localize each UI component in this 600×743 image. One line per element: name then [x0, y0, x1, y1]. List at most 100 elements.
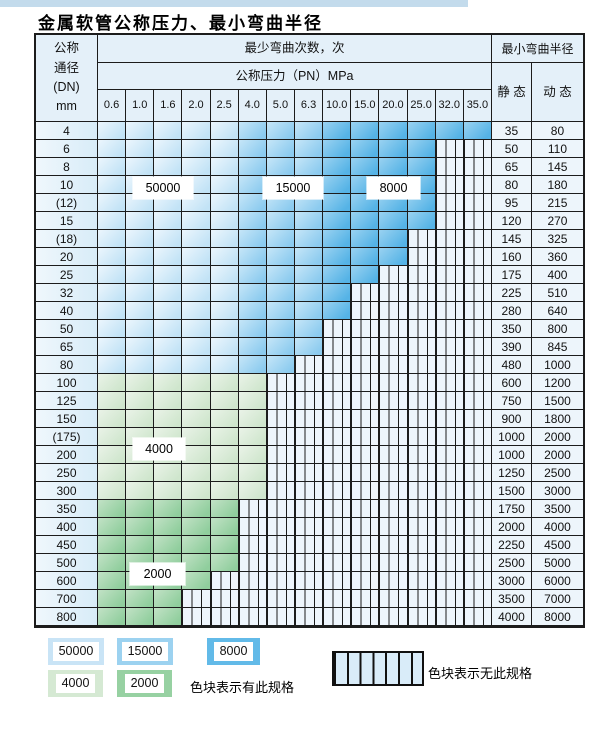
spec-cell-15000 [294, 338, 324, 356]
spec-cell-2000 [98, 554, 127, 572]
spec-cell-50000 [182, 140, 211, 158]
dynamic-radius-cell: 845 [531, 338, 583, 356]
spec-cell-none [435, 518, 464, 536]
spec-cell-none [266, 392, 295, 410]
scan-edge-strip [0, 0, 468, 7]
spec-cell-none [435, 266, 464, 284]
spec-cell-none [182, 608, 211, 626]
dynamic-radius-cell: 180 [531, 176, 583, 194]
spec-cell-none [463, 518, 492, 536]
spec-cell-none [379, 410, 408, 428]
spec-cell-50000 [182, 230, 211, 248]
legend-no-spec-swatch [332, 651, 424, 686]
spec-cell-15000 [238, 320, 267, 338]
spec-cell-none [266, 572, 295, 590]
spec-cell-none [323, 446, 352, 464]
static-radius-cell: 1000 [491, 446, 532, 464]
spec-cell-50000 [210, 356, 239, 374]
spec-cell-none [435, 374, 464, 392]
spec-cell-none [435, 482, 464, 500]
spec-cell-none [266, 374, 295, 392]
spec-cell-8000 [323, 266, 352, 284]
spec-cell-4000 [210, 482, 239, 500]
spec-cell-2000 [126, 608, 155, 626]
spec-cell-15000 [238, 194, 267, 212]
spec-cell-8000 [323, 122, 352, 140]
spec-cell-2000 [98, 572, 127, 590]
spec-cell-8000 [351, 266, 380, 284]
spec-cell-none [266, 446, 295, 464]
spec-cell-15000 [238, 284, 267, 302]
spec-cell-4000 [238, 374, 267, 392]
spec-cell-50000 [126, 284, 155, 302]
spec-cell-2000 [126, 518, 155, 536]
spec-cell-8000 [351, 158, 380, 176]
spec-cell-15000 [238, 122, 267, 140]
static-radius-cell: 1500 [491, 482, 532, 500]
spec-cell-2000 [98, 518, 127, 536]
dynamic-radius-cell: 1800 [531, 410, 583, 428]
spec-cell-4000 [154, 410, 183, 428]
spec-cell-none [463, 140, 492, 158]
spec-cell-none [266, 536, 295, 554]
static-radius-cell: 160 [491, 248, 532, 266]
pressure-col-header: 1.0 [126, 90, 155, 122]
spec-cell-none [294, 536, 324, 554]
spec-cell-none [323, 590, 352, 608]
spec-cell-4000 [98, 446, 127, 464]
spec-cell-8000 [407, 158, 436, 176]
dn-cell: 400 [36, 518, 98, 536]
spec-cell-none [379, 572, 408, 590]
spec-cell-none [323, 572, 352, 590]
spec-cell-15000 [266, 338, 295, 356]
spec-cell-none [379, 590, 408, 608]
spec-cell-none [463, 536, 492, 554]
spec-cell-15000 [294, 248, 324, 266]
spec-cell-none [407, 374, 436, 392]
dn-cell: 25 [36, 266, 98, 284]
spec-cell-50000 [182, 302, 211, 320]
dn-cell: 10 [36, 176, 98, 194]
spec-cell-none [435, 302, 464, 320]
spec-cell-none [463, 338, 492, 356]
spec-cell-none [210, 608, 239, 626]
spec-cell-15000 [294, 212, 324, 230]
spec-cell-none [294, 608, 324, 626]
pressure-col-header: 6.3 [294, 90, 324, 122]
static-radius-cell: 2500 [491, 554, 532, 572]
spec-cell-none [379, 608, 408, 626]
spec-cell-none [379, 464, 408, 482]
spec-cell-4000 [238, 482, 267, 500]
spec-cell-50000 [154, 338, 183, 356]
spec-cell-50000 [126, 266, 155, 284]
static-radius-cell: 35 [491, 122, 532, 140]
spec-cell-none [294, 518, 324, 536]
spec-cell-15000 [266, 302, 295, 320]
spec-cell-none [435, 554, 464, 572]
dn-cell: 700 [36, 590, 98, 608]
spec-cell-none [351, 374, 380, 392]
spec-cell-none [294, 482, 324, 500]
spec-cell-none [407, 302, 436, 320]
spec-cell-none [323, 392, 352, 410]
spec-cell-none [323, 464, 352, 482]
spec-cell-50000 [154, 158, 183, 176]
spec-cell-50000 [126, 158, 155, 176]
spec-cell-none [407, 230, 436, 248]
legend-swatch-2000: 2000 [117, 670, 172, 697]
spec-cell-50000 [154, 248, 183, 266]
cycles-label-50000: 50000 [133, 177, 193, 199]
dynamic-radius-cell: 4000 [531, 518, 583, 536]
spec-cell-15000 [294, 122, 324, 140]
spec-cell-2000 [98, 500, 127, 518]
spec-cell-none [323, 518, 352, 536]
spec-cell-15000 [266, 356, 295, 374]
dn-cell: 200 [36, 446, 98, 464]
legend-swatch-label: 4000 [55, 674, 96, 693]
spec-cell-8000 [379, 212, 408, 230]
spec-cell-2000 [98, 536, 127, 554]
spec-cell-none [435, 248, 464, 266]
spec-cell-none [435, 338, 464, 356]
static-radius-cell: 3000 [491, 572, 532, 590]
